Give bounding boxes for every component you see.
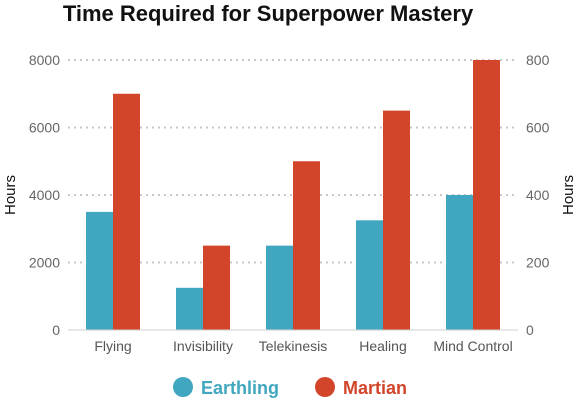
bar-earthling-invisibility [176,287,203,330]
bar-martian-telekinesis [293,161,320,330]
bars [86,60,500,330]
bar-martian-flying [113,93,140,330]
category-labels: Flying Invisibility Telekinesis Healing Mind… [94,338,512,354]
y-tick-label-left: 8000 [29,52,60,68]
x-tick-label: Telekinesis [259,338,327,354]
y-axis-label-left: Hours [2,175,19,215]
bar-earthling-telekinesis [266,245,293,330]
bar-martian-invisibility [203,245,230,330]
bar-martian-mind-control [473,60,500,330]
y-tick-label-left: 4000 [29,187,60,203]
bar-earthling-healing [356,220,383,330]
legend: Earthling Martian [173,377,407,398]
legend-swatch-earthling [173,377,193,397]
right-axis-ticks: 0 200 400 600 800 [526,52,550,338]
y-tick-label-left: 6000 [29,120,60,136]
bar-earthling-flying [86,211,113,330]
y-tick-label-left: 2000 [29,255,60,271]
legend-swatch-martian [315,377,335,397]
y-tick-label-right: 200 [526,255,550,271]
x-tick-label: Mind Control [433,338,512,354]
x-tick-label: Flying [94,338,131,354]
chart-title: Time Required for Superpower Mastery [63,1,474,26]
y-tick-label-right: 400 [526,187,550,203]
y-tick-label-right: 800 [526,52,550,68]
x-tick-label: Healing [359,338,406,354]
x-tick-label: Invisibility [173,338,233,354]
left-axis-ticks: 0 2000 4000 6000 8000 [29,52,60,338]
bar-earthling-mind-control [446,195,473,330]
y-tick-label-right: 600 [526,120,550,136]
y-axis-label-right: Hours [560,175,577,215]
legend-label-earthling: Earthling [201,378,279,398]
legend-label-martian: Martian [343,378,407,398]
y-tick-label-right: 0 [526,322,534,338]
bar-martian-healing [383,110,410,330]
y-tick-label-left: 0 [52,322,60,338]
